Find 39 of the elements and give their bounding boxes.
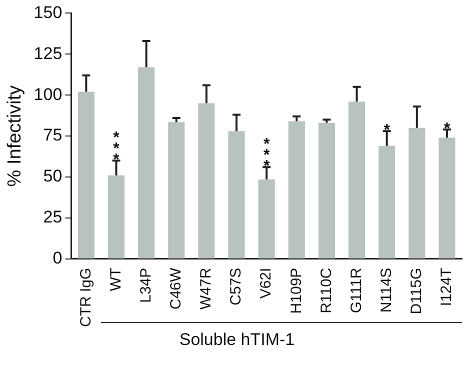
y-tick-label: 125	[34, 44, 62, 63]
x-axis-title: Soluble hTIM-1	[178, 330, 296, 350]
y-tick-label: 150	[34, 2, 62, 22]
x-tick-label: WT	[107, 268, 124, 292]
x-tick-label: H109P	[288, 268, 305, 314]
bar	[198, 103, 215, 258]
bar	[378, 146, 396, 258]
y-tick-label: 0	[52, 248, 62, 268]
annotation: ***	[113, 130, 120, 169]
y-tick-label: 100	[34, 84, 62, 104]
y-tick-label: 50	[43, 166, 62, 186]
x-tick-label: N114S	[378, 268, 395, 313]
x-tick-label: L34P	[137, 268, 154, 303]
x-tick-label: R110C	[318, 268, 335, 314]
bar	[138, 67, 155, 258]
x-tick-label: G111R	[348, 268, 365, 314]
bar	[108, 175, 125, 258]
x-tick-label: V62I	[258, 268, 275, 299]
bar	[438, 138, 456, 258]
annotation: *	[384, 122, 391, 140]
x-tick-label: I124T	[438, 268, 456, 306]
x-tick-label: D115G	[408, 268, 426, 314]
y-tick-label: 25	[43, 208, 62, 227]
annotation: ***	[263, 136, 270, 176]
bar	[258, 179, 275, 258]
annotation: *	[444, 120, 451, 138]
bar	[318, 122, 335, 258]
bar	[78, 92, 94, 258]
bar	[288, 121, 305, 258]
x-tick-label: C46W	[168, 267, 185, 310]
y-tick-label: 75	[43, 126, 62, 145]
bar	[228, 131, 245, 258]
y-axis-title: % Infectivity	[4, 84, 26, 187]
bar	[348, 102, 366, 258]
bar	[408, 128, 426, 258]
x-tick-label: W47R	[198, 268, 215, 310]
bar	[168, 122, 185, 258]
x-tick-label: C57S	[228, 268, 245, 306]
x-tick-label: CTR IgG	[77, 268, 94, 328]
